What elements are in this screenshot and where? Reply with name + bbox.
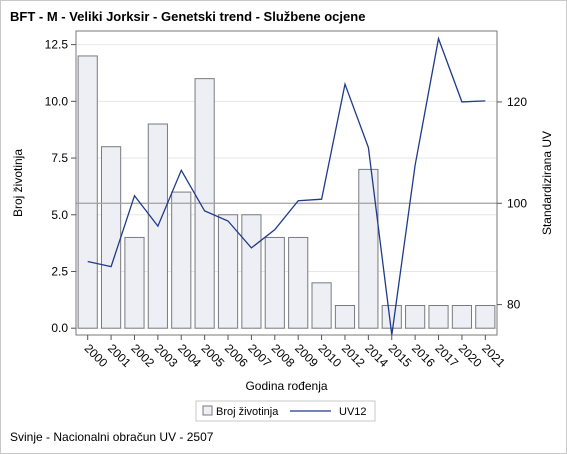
bar-2017 [428,305,449,329]
legend-label-line: UV12 [339,406,367,418]
x-tick-label: 2007 [245,341,274,370]
x-tick-label: 2002 [128,341,157,370]
legend-swatch-bar [202,405,213,416]
x-tick-label: 2014 [362,341,391,370]
y-axis-label: Broj životinja [11,149,25,217]
x-tick-label: 2005 [199,341,228,370]
x-tick-label: 2021 [479,341,508,370]
x-tick-label: 2001 [105,341,134,370]
bar-2007 [241,214,262,329]
legend-label-bar: Broj životinja [216,406,279,418]
y-tick-label: 12.5 [45,38,69,52]
x-tick-label: 2008 [269,341,298,370]
y2-axis-label: Standardizirana UV [540,131,554,235]
bar-2016 [405,305,426,329]
bar-2008 [264,236,285,329]
bar-2014 [358,168,379,329]
bar-2021 [475,305,496,329]
y-tick-label: 0.0 [51,321,68,335]
x-tick-label: 2000 [82,341,111,370]
x-tick-label: 2016 [409,341,438,370]
x-tick-label: 2017 [432,341,461,370]
y2-tick-label: 80 [507,298,521,312]
x-tick-label: 2015 [386,341,415,370]
bar-2010 [311,282,332,329]
legend-box [195,400,376,422]
y2-tick-label: 120 [507,95,527,109]
chart-title: BFT - M - Veliki Jorksir - Genetski tren… [10,9,366,24]
y-tick-label: 2.5 [51,264,68,278]
bar-2002 [124,236,145,329]
x-tick-label: 2020 [456,341,485,370]
bar-2015 [381,305,402,329]
x-tick-label: 2004 [175,341,204,370]
plot-frame [75,30,498,336]
x-axis-label: Godina rođenja [245,379,327,393]
x-tick-label: 2003 [152,341,181,370]
bar-2006 [217,214,239,329]
x-tick-label: 2012 [339,341,368,370]
y-tick-label: 5.0 [51,208,68,222]
x-tick-label: 2009 [292,341,321,370]
bar-2001 [100,146,122,329]
x-tick-label: 2006 [222,341,251,370]
uv12-line [87,36,486,336]
y2-tick-label: 100 [507,196,527,210]
bar-2009 [288,236,309,329]
bar-2012 [334,305,356,329]
y-tick-label: 7.5 [51,151,68,165]
bar-2020 [451,305,473,329]
x-tick-label: 2010 [315,341,344,370]
legend: Broj životinja UV12 [195,400,376,422]
footer-note: Svinje - Nacionalni obračun UV - 2507 [10,430,214,444]
bar-2004 [171,191,192,329]
y-tick-label: 10.0 [45,94,69,108]
bar-2000 [77,55,98,329]
